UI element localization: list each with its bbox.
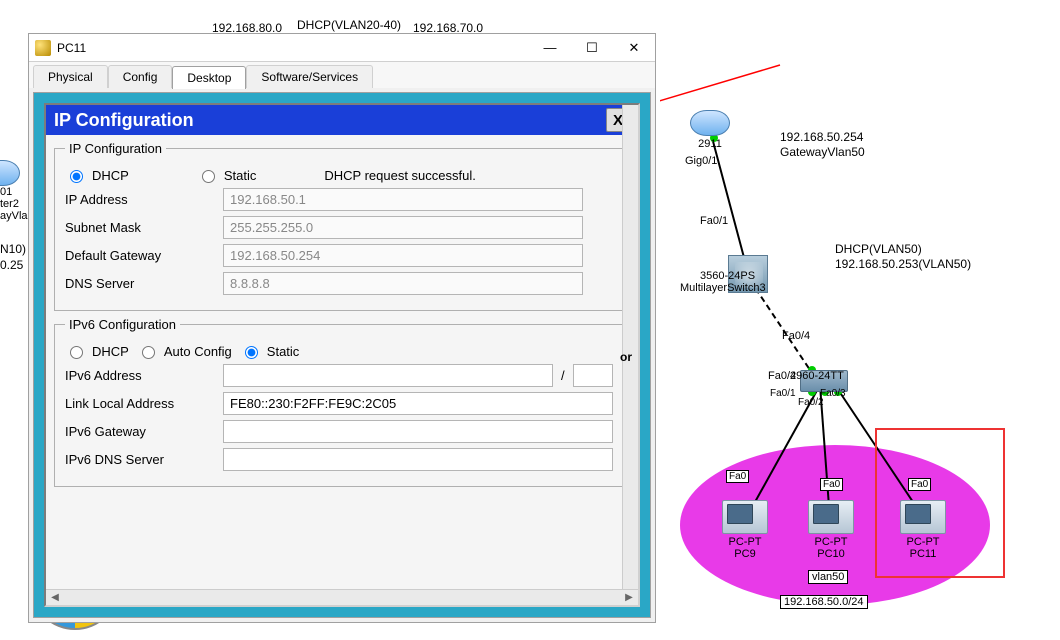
titlebar: PC11 — ☐ ✕ [29, 34, 655, 62]
router-port: Gig0/1 [685, 155, 717, 167]
scroll-left-icon[interactable]: ◀ [48, 591, 62, 605]
switch-p1: Fa0/1 [770, 388, 796, 399]
pc-icon [722, 500, 768, 534]
ipv6-fieldset: IPv6 Configuration DHCP Auto Config Stat… [54, 317, 630, 487]
minimize-button[interactable]: — [529, 34, 571, 62]
bg-label-dhcp: DHCP(VLAN20-40) [297, 18, 401, 32]
pc11-name: PC11 [900, 548, 946, 560]
ipv4-fieldset: IP Configuration DHCP Static DHCP reques… [54, 141, 630, 311]
dns-field[interactable] [223, 272, 583, 295]
radio-ipv6-static[interactable]: Static [240, 343, 300, 359]
ipv6-addr-label: IPv6 Address [65, 368, 215, 383]
v-scrollbar[interactable] [622, 105, 638, 589]
pc10-name: PC10 [808, 548, 854, 560]
mask-field[interactable] [223, 216, 583, 239]
tabs: Physical Config Desktop Software/Service… [29, 62, 655, 88]
pc11[interactable]: PC-PT PC11 [900, 500, 946, 560]
switch-p3: Fa0/3 [820, 388, 846, 399]
vlan-net: 192.168.50.0/24 [780, 595, 868, 609]
app-icon [35, 40, 51, 56]
ipv6-dns-label: IPv6 DNS Server [65, 452, 215, 467]
mls-model: 3560-24PS [700, 270, 755, 282]
ipv6-gw-field[interactable] [223, 420, 613, 443]
gw-label: Default Gateway [65, 248, 215, 263]
mls-name: MultilayerSwitch3 [680, 282, 766, 294]
radio-ipv6-dhcp[interactable]: DHCP [65, 343, 129, 359]
scroll-right-icon[interactable]: ▶ [622, 591, 636, 605]
ipv6-addr-field[interactable] [223, 364, 553, 387]
h-scrollbar[interactable]: ◀ ▶ [46, 589, 638, 605]
radio-dhcp[interactable]: DHCP [65, 167, 129, 183]
router-name: GatewayVlan50 [780, 145, 865, 159]
mls-port-down: Fa0/4 [782, 330, 810, 342]
ipv6-gw-label: IPv6 Gateway [65, 424, 215, 439]
ipv4-legend: IP Configuration [65, 141, 166, 156]
ip-label: IP Address [65, 192, 215, 207]
router-icon [690, 110, 730, 136]
tab-desktop[interactable]: Desktop [172, 66, 246, 89]
topology-pane: 2911 Gig0/1 192.168.50.254 GatewayVlan50… [660, 50, 1060, 640]
pc11-type: PC-PT [900, 536, 946, 548]
router-device[interactable]: 2911 [690, 110, 730, 150]
ipv6-dns-field[interactable] [223, 448, 613, 471]
pc-icon [900, 500, 946, 534]
client-area: IP Configuration X IP Configuration DHCP… [33, 92, 651, 618]
dns-label: DNS Server [65, 276, 215, 291]
vlan-name: vlan50 [808, 570, 848, 584]
router-ip: 192.168.50.254 [780, 130, 863, 144]
mls-side2: 192.168.50.253(VLAN50) [835, 257, 971, 271]
window-title: PC11 [57, 41, 529, 55]
radio-ipv6-auto[interactable]: Auto Config [137, 343, 232, 359]
pc9[interactable]: PC-PT PC9 [722, 500, 768, 560]
tab-config[interactable]: Config [108, 65, 173, 88]
ip-field[interactable] [223, 188, 583, 211]
pc11-port: Fa0 [908, 478, 931, 491]
edge-router-partial: 01 ter2 ayVla [0, 160, 30, 240]
router-model: 2911 [690, 138, 730, 150]
edge-label-n10: N10) [0, 242, 26, 256]
radio-static[interactable]: Static [197, 167, 257, 183]
lla-field[interactable] [223, 392, 613, 415]
ipconfig-title: IP Configuration [54, 110, 194, 131]
gw-field[interactable] [223, 244, 583, 267]
tab-physical[interactable]: Physical [33, 65, 108, 88]
ipv6-legend: IPv6 Configuration [65, 317, 180, 332]
dhcp-status: DHCP request successful. [324, 168, 476, 183]
close-button[interactable]: ✕ [613, 34, 655, 62]
inner-panel: IP Configuration X IP Configuration DHCP… [44, 103, 640, 607]
switch-model: 2960-24TT [790, 370, 844, 382]
pc-icon [808, 500, 854, 534]
maximize-button[interactable]: ☐ [571, 34, 613, 62]
pc10-type: PC-PT [808, 536, 854, 548]
mls-side1: DHCP(VLAN50) [835, 242, 922, 256]
pc9-name: PC9 [722, 548, 768, 560]
ipconfig-header: IP Configuration X [46, 105, 638, 135]
pc9-port: Fa0 [726, 470, 749, 483]
mls-port-up: Fa0/1 [700, 215, 728, 227]
edge-label-025: 0.25 [0, 258, 23, 272]
pc10[interactable]: PC-PT PC10 [808, 500, 854, 560]
ipv6-prefix-field[interactable] [573, 364, 613, 387]
clipped-text-or: or [620, 350, 632, 364]
lla-label: Link Local Address [65, 396, 215, 411]
pc-window: PC11 — ☐ ✕ Physical Config Desktop Softw… [28, 33, 656, 623]
tab-software[interactable]: Software/Services [246, 65, 373, 88]
pc10-port: Fa0 [820, 478, 843, 491]
pc9-type: PC-PT [722, 536, 768, 548]
mask-label: Subnet Mask [65, 220, 215, 235]
